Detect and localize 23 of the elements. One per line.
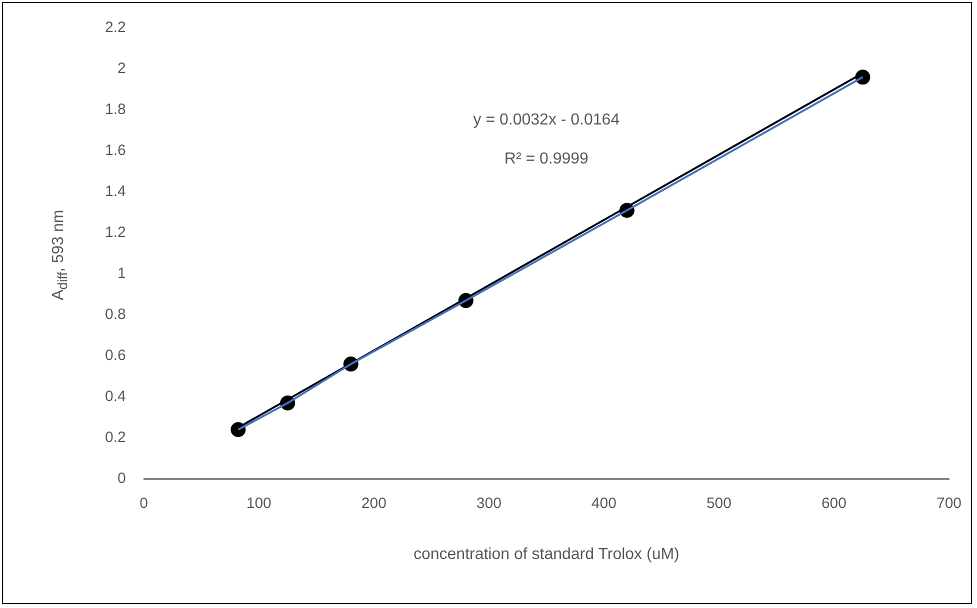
x-tick-label: 700 (936, 494, 962, 512)
x-tick-label: 400 (591, 494, 616, 512)
y-tick-label: 1.4 (104, 183, 126, 200)
y-tick-label: 2 (118, 60, 126, 78)
y-tick-label: 0.6 (104, 346, 126, 364)
y-tick-label: 0 (118, 470, 126, 487)
y-tick-label: 0.2 (104, 428, 126, 446)
y-tick-label: 1.8 (104, 101, 126, 118)
x-tick-label: 600 (821, 494, 846, 512)
x-tick-label: 500 (706, 494, 732, 512)
annotation: R² = 0.9999 (504, 150, 589, 168)
x-tick-label: 100 (246, 494, 272, 512)
y-tick-label: 0.8 (104, 306, 126, 324)
y-tick-label: 1 (118, 265, 126, 282)
y-tick-label: 1.6 (104, 142, 126, 160)
x-axis-title: concentration of standard Trolox (uM) (413, 546, 680, 563)
y-tick-label: 0.4 (104, 388, 126, 405)
y-tick-label: 1.2 (104, 224, 126, 242)
y-tick-label: 2.2 (104, 19, 126, 36)
x-tick-label: 200 (361, 494, 386, 512)
annotation: y = 0.0032x - 0.0164 (473, 111, 620, 128)
x-tick-label: 0 (140, 494, 148, 512)
x-tick-label: 300 (476, 494, 502, 512)
